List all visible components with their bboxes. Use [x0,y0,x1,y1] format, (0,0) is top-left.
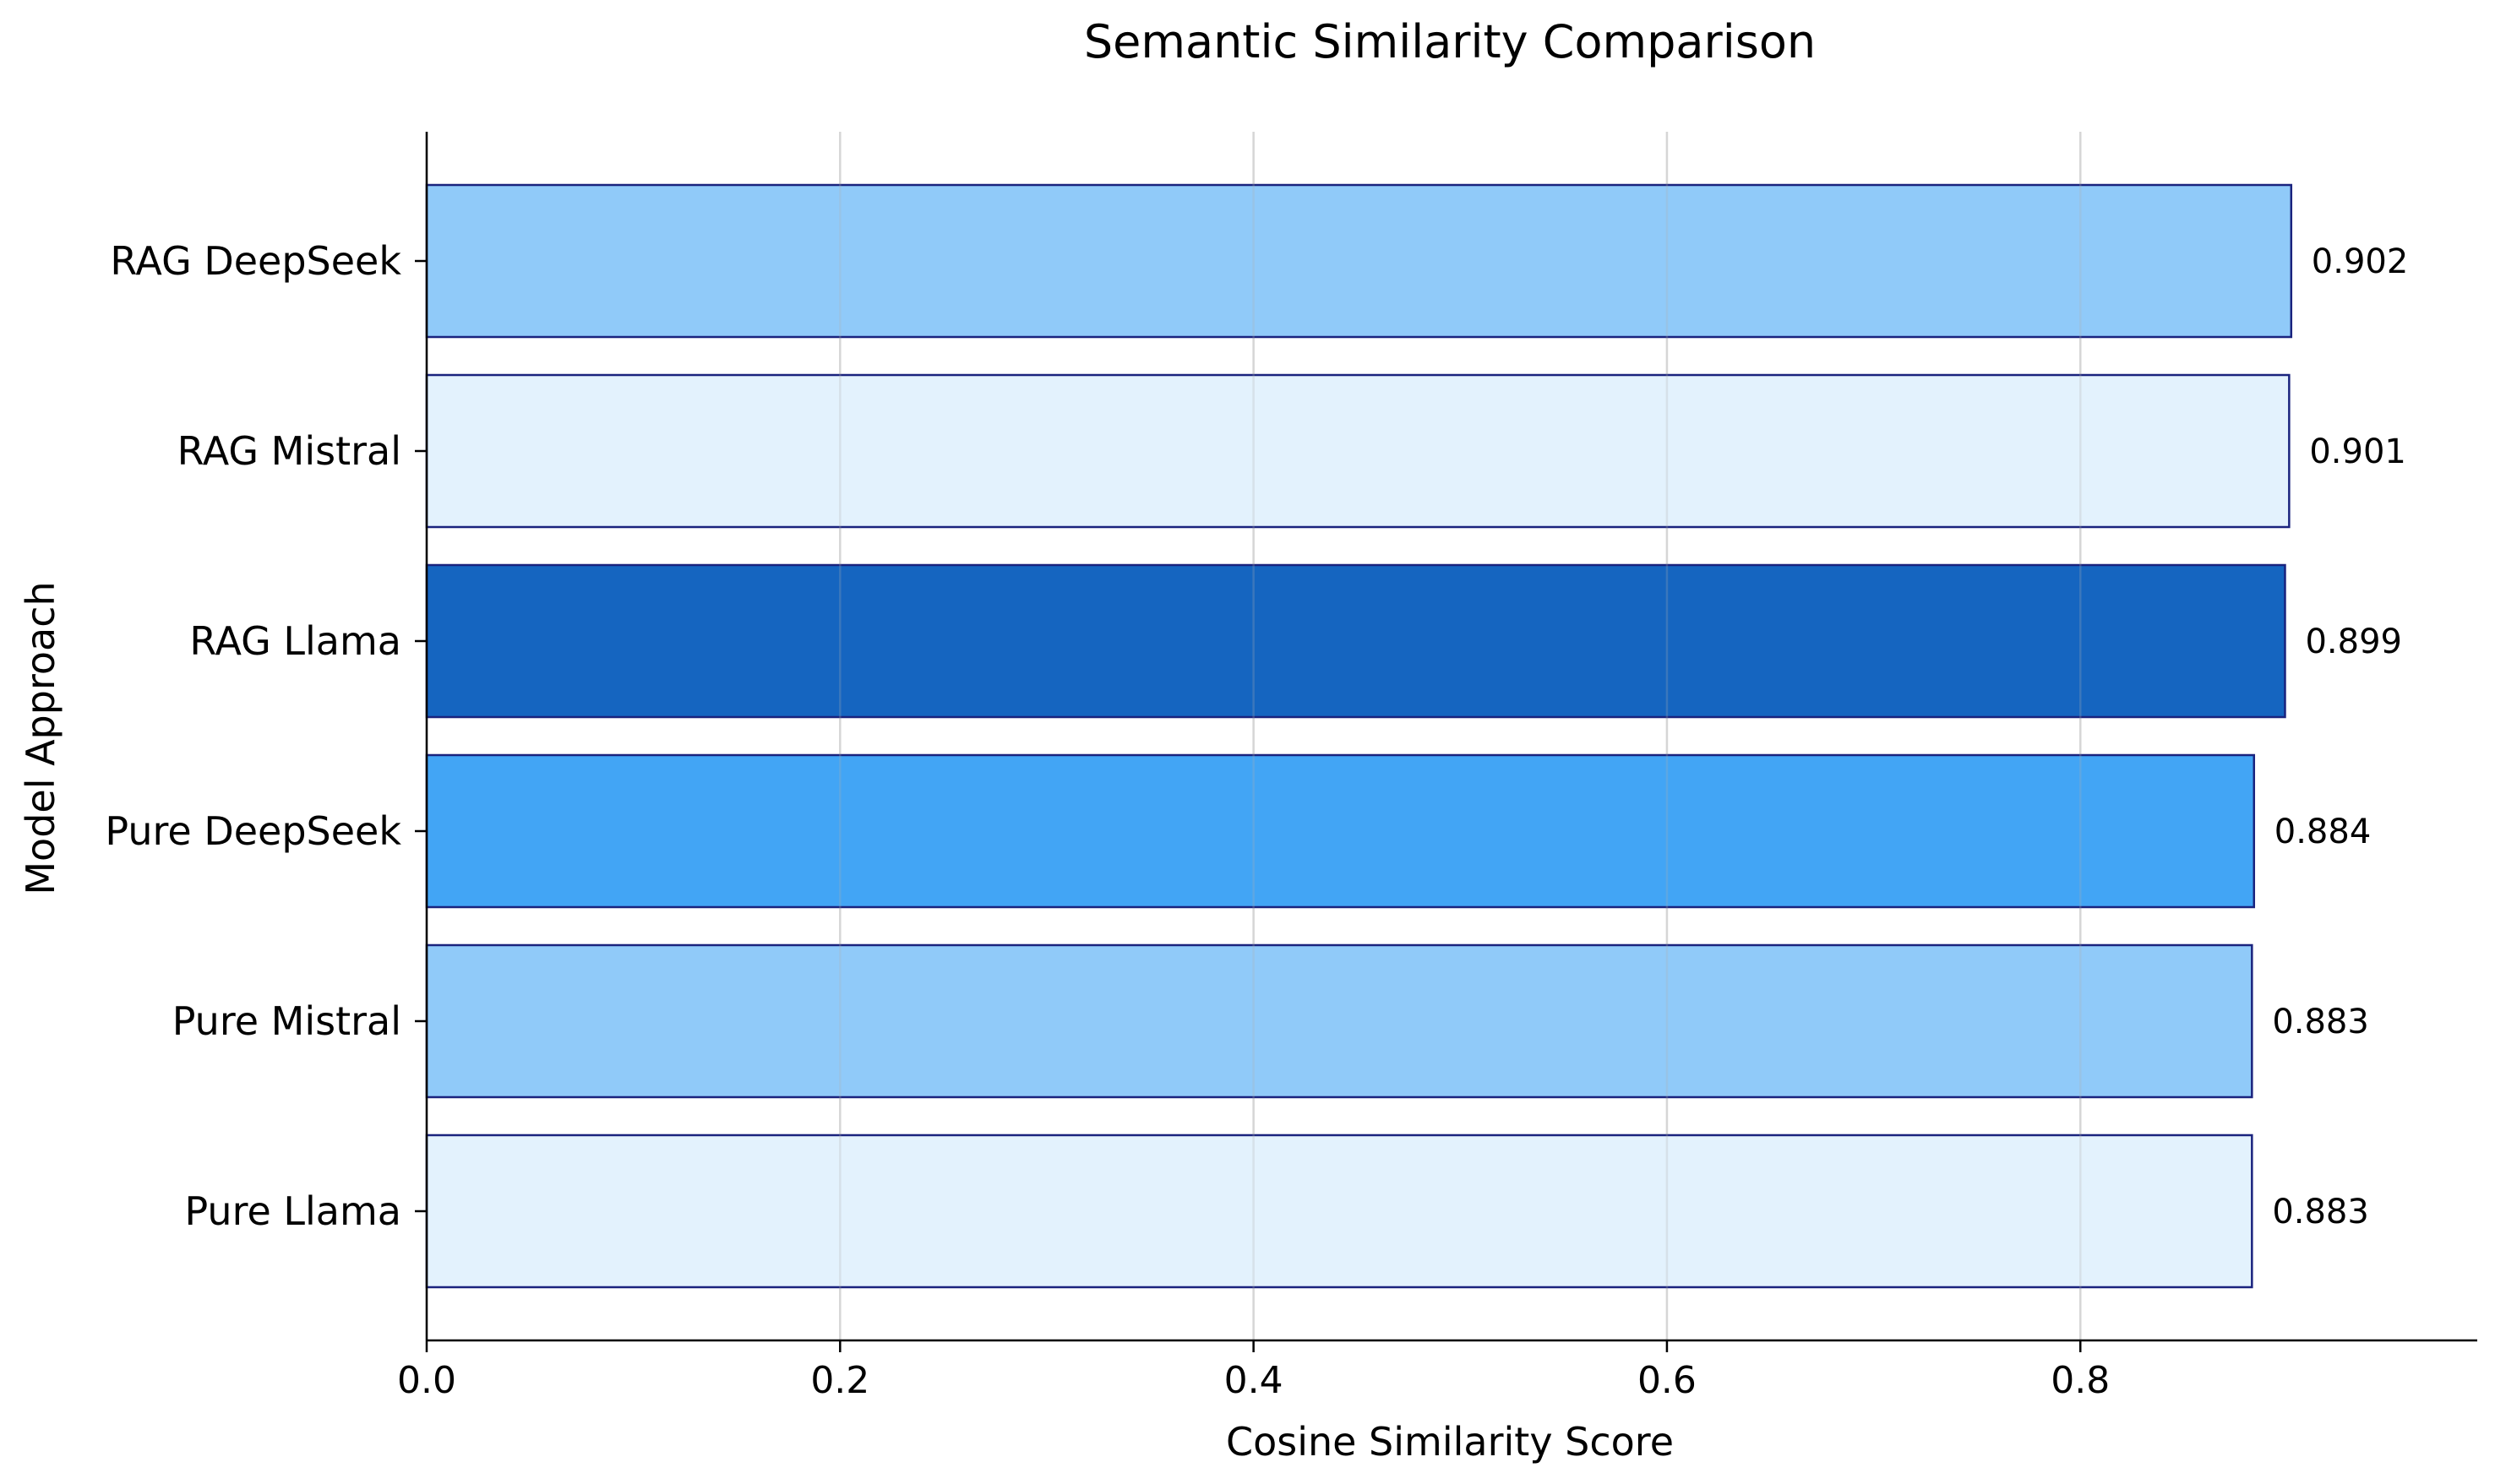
bar [425,943,2253,1099]
x-tick-label: 0.6 [1637,1359,1697,1402]
bar [425,1133,2253,1289]
y-axis-title: Model Approach [18,581,63,894]
x-tick-label: 0.8 [2051,1359,2110,1402]
value-label: 0.883 [2272,1193,2369,1231]
value-label: 0.901 [2309,432,2406,471]
value-label: 0.883 [2272,1003,2369,1041]
x-tick-label: 0.4 [1224,1359,1283,1402]
y-tick-label: RAG Llama [189,618,401,664]
bar [425,753,2256,909]
value-label: 0.902 [2312,242,2409,281]
y-tick-label: Pure Llama [184,1188,401,1234]
value-labels: 0.883 0.883 0.884 0.899 0.901 0.902 [2272,242,2408,1231]
bar [425,563,2286,719]
bar [425,183,2293,339]
y-tick-label: RAG Mistral [177,428,401,474]
y-tick-label: Pure DeepSeek [105,808,401,854]
y-tick-label: RAG DeepSeek [110,238,401,284]
y-axis-ticks: Pure Llama Pure Mistral Pure DeepSeek RAG L… [105,238,427,1234]
y-tick-label: Pure Mistral [172,998,401,1044]
x-tick-label: 0.0 [397,1359,456,1402]
value-label: 0.884 [2274,813,2372,851]
axes [425,132,2477,1342]
x-axis-ticks: 0.0 0.2 0.4 0.6 0.8 [397,1340,2110,1402]
bar [425,373,2291,529]
chart-title: Semantic Similarity Comparison [1084,15,1816,68]
value-label: 0.899 [2305,622,2402,661]
bars [425,132,2293,1340]
x-tick-label: 0.2 [810,1359,869,1402]
x-axis-title: Cosine Similarity Score [1226,1419,1674,1465]
